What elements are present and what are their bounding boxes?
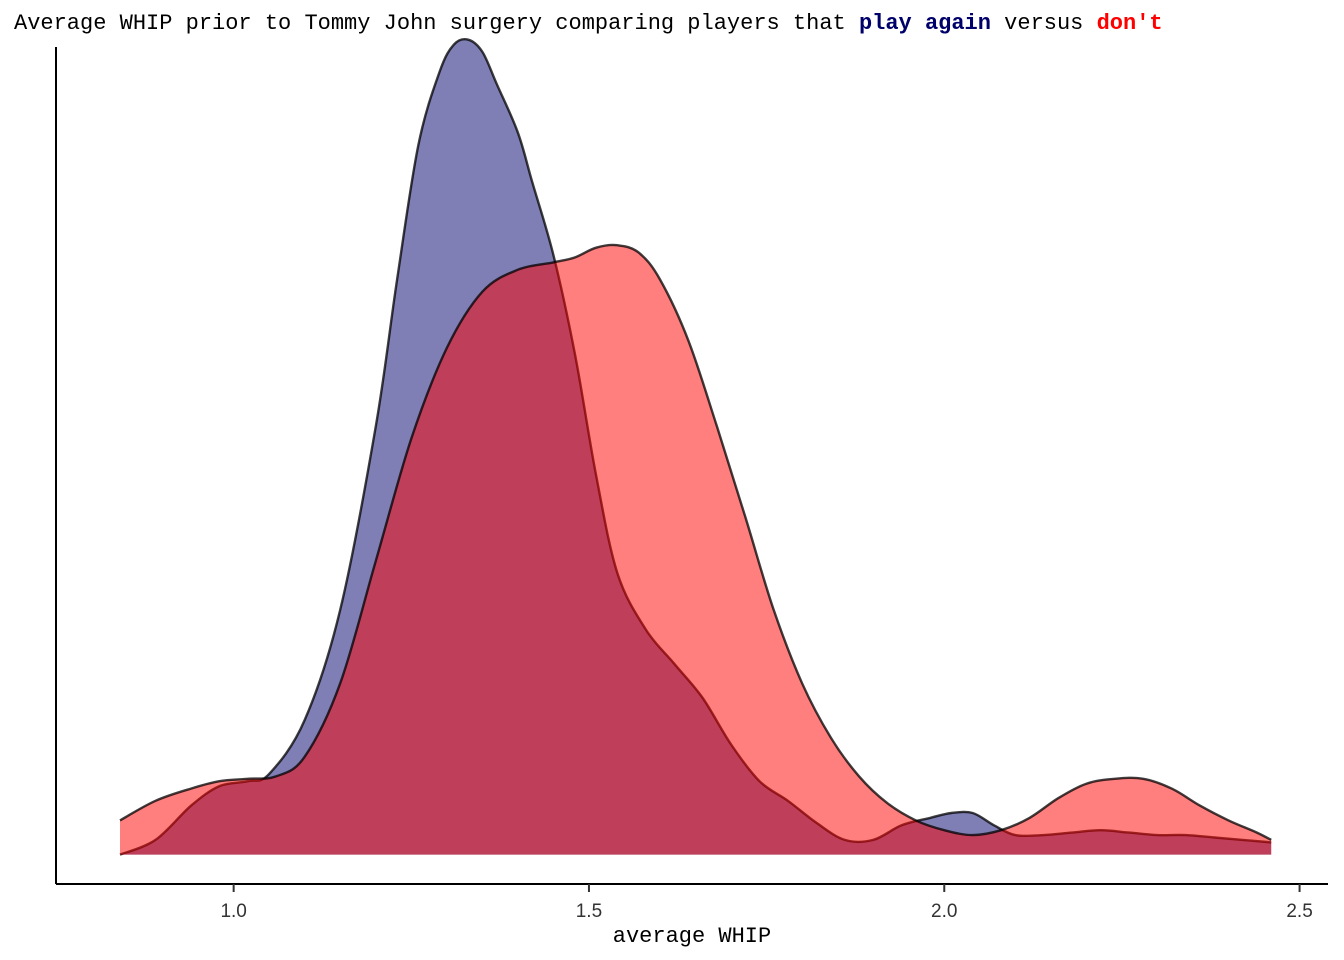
x-tick-label: 2.0 [931,901,957,922]
density-area-series-2 [120,244,1272,855]
x-tick-label: 1.5 [576,901,602,922]
x-tick-label: 1.0 [220,901,246,922]
x-axis-ticks: 1.0 1.5 2.0 2.5 [220,884,1313,922]
chart-title-part-3: versus [991,11,1097,36]
chart-title-play-again: play again [859,11,991,36]
chart-title-dont: don't [1097,11,1163,36]
x-tick-label: 2.5 [1286,901,1312,922]
x-axis-title: average WHIP [613,924,771,949]
density-line-series-2 [119,243,1272,841]
chart-title: Average WHIP prior to Tommy John surgery… [14,11,1163,36]
plot-area [119,37,1272,856]
chart-title-part-1: Average WHIP prior to Tommy John surgery… [14,11,859,36]
